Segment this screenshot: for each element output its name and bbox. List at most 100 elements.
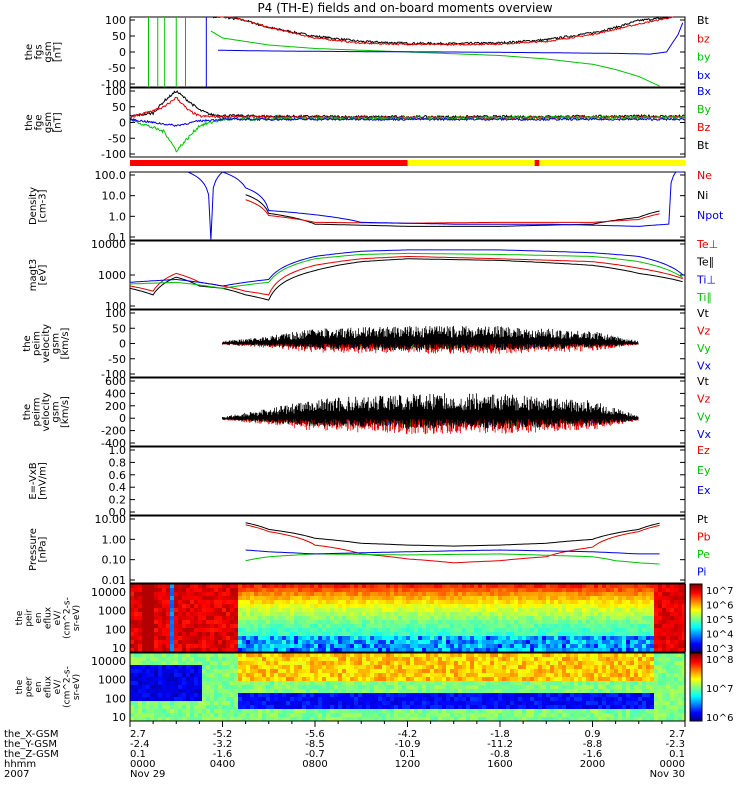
- spectrogram-cell: [662, 653, 666, 657]
- spectrogram-cell: [182, 657, 186, 661]
- spectrogram-cell: [394, 689, 398, 693]
- spectrogram-cell: [662, 584, 666, 588]
- spectrogram-cell: [638, 661, 642, 665]
- spectrogram-cell: [422, 709, 426, 713]
- spectrogram-cell: [358, 713, 362, 717]
- spectrogram-cell: [682, 616, 686, 620]
- spectrogram-cell: [130, 665, 134, 669]
- spectrogram-cell: [630, 653, 634, 657]
- spectrogram-cell: [362, 689, 366, 693]
- spectrogram-cell: [594, 628, 598, 632]
- spectrogram-cell: [334, 689, 338, 693]
- spectrogram-cell: [538, 697, 542, 701]
- spectrogram-cell: [422, 705, 426, 709]
- spectrogram-cell: [594, 669, 598, 673]
- spectrogram-cell: [398, 709, 402, 713]
- spectrogram-cell: [154, 648, 158, 652]
- spectrogram-cell: [466, 709, 470, 713]
- spectrogram-cell: [370, 592, 374, 596]
- spectrogram-cell: [326, 592, 330, 596]
- spectrogram-cell: [370, 689, 374, 693]
- spectrogram-cell: [514, 608, 518, 612]
- spectrogram-cell: [446, 644, 450, 648]
- spectrogram-cell: [394, 596, 398, 600]
- spectrogram-cell: [494, 681, 498, 685]
- spectrogram-cell: [258, 636, 262, 640]
- spectrogram-cell: [506, 681, 510, 685]
- spectrogram-cell: [522, 713, 526, 717]
- spectrogram-cell: [226, 584, 230, 588]
- spectrogram-cell: [634, 600, 638, 604]
- spectrogram-cell: [190, 588, 194, 592]
- spectrogram-cell: [438, 709, 442, 713]
- spectrogram-cell: [522, 717, 526, 721]
- spectrogram-cell: [310, 693, 314, 697]
- spectrogram-cell: [658, 713, 662, 717]
- spectrogram-cell: [402, 673, 406, 677]
- spectrogram-cell: [210, 681, 214, 685]
- spectrogram-cell: [178, 701, 182, 705]
- spectrogram-cell: [242, 661, 246, 665]
- spectrogram-cell: [454, 636, 458, 640]
- y-tick-label: 0.6: [109, 469, 127, 482]
- spectrogram-cell: [470, 632, 474, 636]
- spectrogram-cell: [682, 648, 686, 652]
- spectrogram-cell: [614, 713, 618, 717]
- y-tick-label: -100: [101, 148, 126, 161]
- spectrogram-cell: [674, 624, 678, 628]
- spectrogram-cell: [442, 628, 446, 632]
- spectrogram-cell: [554, 604, 558, 608]
- spectrogram-cell: [322, 604, 326, 608]
- spectrogram-cell: [454, 616, 458, 620]
- spectrogram-cell: [322, 689, 326, 693]
- spectrogram-cell: [494, 584, 498, 588]
- spectrogram-cell: [354, 608, 358, 612]
- spectrogram-cell: [442, 600, 446, 604]
- spectrogram-cell: [306, 701, 310, 705]
- spectrogram-cell: [542, 644, 546, 648]
- spectrogram-cell: [638, 685, 642, 689]
- spectrogram-cell: [562, 648, 566, 652]
- spectrogram-cell: [234, 616, 238, 620]
- spectrogram-cell: [218, 636, 222, 640]
- spectrogram-cell: [618, 717, 622, 721]
- legend-entry: Ti⊥: [696, 273, 716, 286]
- spectrogram-cell: [658, 673, 662, 677]
- colorbar-cell: [690, 628, 702, 629]
- spectrogram-cell: [306, 584, 310, 588]
- spectrogram-cell: [430, 636, 434, 640]
- spectrogram-cell: [290, 604, 294, 608]
- spectrogram-cell: [322, 677, 326, 681]
- spectrogram-cell: [194, 608, 198, 612]
- spectrogram-cell: [350, 669, 354, 673]
- spectrogram-cell: [238, 661, 242, 665]
- spectrogram-cell: [302, 616, 306, 620]
- spectrogram-cell: [490, 636, 494, 640]
- spectrogram-cell: [330, 624, 334, 628]
- spectrogram-cell: [262, 717, 266, 721]
- spectrogram-cell: [298, 681, 302, 685]
- spectrogram-cell: [602, 592, 606, 596]
- spectrogram-cell: [202, 677, 206, 681]
- spectrogram-cell: [298, 608, 302, 612]
- spectrogram-cell: [590, 673, 594, 677]
- spectrogram-cell: [446, 600, 450, 604]
- spectrogram-cell: [314, 608, 318, 612]
- spectrogram-cell: [414, 693, 418, 697]
- spectrogram-cell: [678, 596, 682, 600]
- spectrogram-cell: [446, 640, 450, 644]
- spectrogram-cell: [390, 588, 394, 592]
- spectrogram-cell: [638, 705, 642, 709]
- spectrogram-cell: [562, 596, 566, 600]
- spectrogram-cell: [242, 624, 246, 628]
- colorbar-cell: [690, 588, 702, 589]
- spectrogram-cell: [490, 612, 494, 616]
- spectrogram-cell: [274, 685, 278, 689]
- spectrogram-cell: [378, 717, 382, 721]
- spectrogram-cell: [206, 693, 210, 697]
- spectrogram-cell: [622, 612, 626, 616]
- spectrogram-cell: [182, 701, 186, 705]
- spectrogram-cell: [370, 608, 374, 612]
- spectrogram-cell: [258, 644, 262, 648]
- spectrogram-cell: [406, 661, 410, 665]
